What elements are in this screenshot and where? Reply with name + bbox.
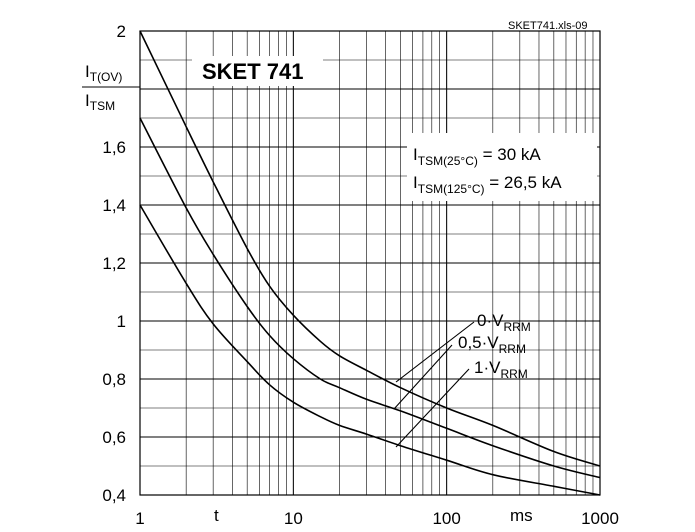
x-label-t: t — [214, 506, 219, 525]
chart-title: SKET 741 — [202, 59, 304, 84]
y-tick-label: 1,6 — [102, 138, 126, 157]
x-tick-label: 1000 — [581, 509, 619, 528]
series-label-0: 0·VRRM — [477, 311, 531, 334]
y-tick-label: 1,2 — [102, 254, 126, 273]
y-label-numerator: IT(OV) — [85, 62, 122, 84]
series-label-2: 1·VRRM — [474, 358, 528, 381]
source-tag: SKET741.xls-09 — [508, 20, 587, 32]
y-axis-label: IT(OV) ITSM — [82, 62, 140, 113]
series-line-2 — [139, 204, 601, 496]
y-tick-label: 1,4 — [102, 196, 126, 215]
plot-frame — [139, 30, 601, 496]
series-line-0 — [139, 30, 601, 467]
grid — [140, 31, 600, 495]
x-tick-label: 100 — [432, 509, 460, 528]
annotation-box — [407, 133, 597, 201]
annotation-line-1: ITSM(25°C) = 30 kA — [413, 145, 541, 168]
leader-lines — [393, 321, 475, 448]
annotation-line-2: ITSM(125°C) = 26,5 kA — [413, 173, 562, 196]
title-box — [192, 56, 323, 86]
y-tick-label: 0,6 — [102, 428, 126, 447]
series-line-1 — [139, 117, 601, 479]
leader-line-2 — [395, 368, 470, 448]
leader-line-1 — [393, 344, 453, 410]
tick-labels: 1 10 100 1000 0,4 0,6 0,8 1 1,2 1,4 1,6 2 — [102, 22, 619, 528]
y-label-denominator: ITSM — [85, 91, 115, 113]
x-tick-label: 10 — [284, 509, 303, 528]
series-labels: 0·VRRM 0,5·VRRM 1·VRRM — [458, 311, 531, 381]
x-tick-label: 1 — [135, 509, 144, 528]
y-tick-label: 2 — [117, 22, 126, 41]
series-label-1: 0,5·VRRM — [458, 333, 526, 356]
y-tick-label: 0,8 — [102, 370, 126, 389]
x-label-unit: ms — [510, 506, 533, 525]
y-tick-label: 1 — [117, 312, 126, 331]
y-tick-label: 0,4 — [102, 486, 126, 505]
leader-line-0 — [395, 321, 475, 383]
curves — [139, 30, 601, 496]
